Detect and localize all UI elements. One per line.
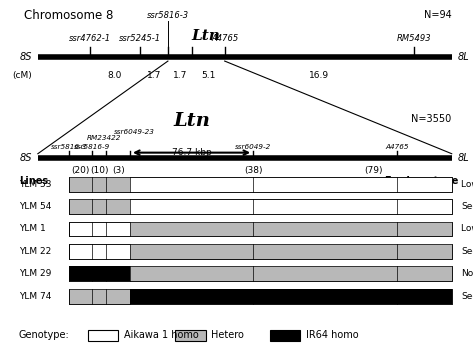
Text: Normal: Normal <box>461 269 473 278</box>
Text: 8S: 8S <box>20 52 32 62</box>
Text: Low tiller: Low tiller <box>461 224 473 234</box>
Bar <box>397 289 452 304</box>
Bar <box>69 244 452 259</box>
Text: 76.7 kbp: 76.7 kbp <box>172 148 211 157</box>
Text: 16.9: 16.9 <box>309 71 329 80</box>
Text: Segregation: Segregation <box>461 247 473 256</box>
Text: Segregation: Segregation <box>461 202 473 211</box>
Text: ssr5816-9: ssr5816-9 <box>74 144 110 150</box>
Text: RM23422: RM23422 <box>87 135 121 141</box>
Text: Low tiller: Low tiller <box>461 180 473 189</box>
Text: ssr5245-1: ssr5245-1 <box>118 34 161 43</box>
Bar <box>130 244 253 259</box>
Bar <box>69 199 452 214</box>
Text: YLM 29: YLM 29 <box>19 269 51 278</box>
Bar <box>270 330 300 341</box>
Bar <box>69 222 452 236</box>
Text: Ltn: Ltn <box>173 111 210 130</box>
Bar <box>69 289 452 304</box>
Text: N=94: N=94 <box>424 10 452 20</box>
Text: RM5493: RM5493 <box>396 34 431 43</box>
Text: F₃ phenotype: F₃ phenotype <box>385 176 459 186</box>
Bar <box>69 289 130 304</box>
Bar <box>175 330 206 341</box>
Bar <box>69 177 452 192</box>
Bar <box>69 177 452 192</box>
Text: A4765: A4765 <box>211 34 238 43</box>
Bar <box>69 244 452 259</box>
Text: 8L: 8L <box>457 153 469 163</box>
Text: ssr6049-23: ssr6049-23 <box>114 129 155 135</box>
Bar <box>69 266 452 281</box>
Text: 5.1: 5.1 <box>201 71 215 80</box>
Bar <box>69 177 130 192</box>
Text: ssr4762-1: ssr4762-1 <box>69 34 111 43</box>
Bar <box>69 289 452 304</box>
Text: IR64 homo: IR64 homo <box>306 331 359 340</box>
Text: Chromosome 8: Chromosome 8 <box>24 9 113 22</box>
Text: Hetero: Hetero <box>211 331 245 340</box>
Text: A4765: A4765 <box>385 144 409 150</box>
Text: 8L: 8L <box>457 52 469 62</box>
Text: Segregation: Segregation <box>461 291 473 301</box>
Text: (10): (10) <box>90 166 109 175</box>
Text: Lines: Lines <box>19 176 48 186</box>
Text: 1.7: 1.7 <box>173 71 187 80</box>
Bar <box>130 289 397 304</box>
Text: ssr6049-2: ssr6049-2 <box>235 144 271 150</box>
Text: Ltn: Ltn <box>192 29 220 43</box>
Bar <box>88 330 118 341</box>
Text: ssr5816-3: ssr5816-3 <box>147 11 189 20</box>
Text: YLM 53: YLM 53 <box>19 180 52 189</box>
Text: (3): (3) <box>112 166 124 175</box>
Text: N=3550: N=3550 <box>412 114 452 124</box>
Bar <box>130 266 253 281</box>
Text: YLM 54: YLM 54 <box>19 202 51 211</box>
Bar <box>253 266 452 281</box>
Text: 1.7: 1.7 <box>147 71 161 80</box>
Text: Aikawa 1 homo: Aikawa 1 homo <box>124 331 199 340</box>
Text: YLM 74: YLM 74 <box>19 291 51 301</box>
Text: (38): (38) <box>244 166 263 175</box>
Text: YLM 1: YLM 1 <box>19 224 46 234</box>
Bar <box>130 222 253 236</box>
Bar <box>69 222 452 236</box>
Text: 8.0: 8.0 <box>108 71 122 80</box>
Text: 8S: 8S <box>20 153 32 163</box>
Text: ssr5816-3: ssr5816-3 <box>51 144 87 150</box>
Bar <box>69 266 452 281</box>
Text: (79): (79) <box>364 166 383 175</box>
Bar <box>69 266 130 281</box>
Text: (cM): (cM) <box>12 71 32 80</box>
Text: (20): (20) <box>71 166 89 175</box>
Bar <box>253 244 452 259</box>
Bar <box>253 222 452 236</box>
Text: YLM 22: YLM 22 <box>19 247 51 256</box>
Text: Genotype:: Genotype: <box>19 331 70 340</box>
Bar <box>69 199 452 214</box>
Bar <box>69 199 130 214</box>
